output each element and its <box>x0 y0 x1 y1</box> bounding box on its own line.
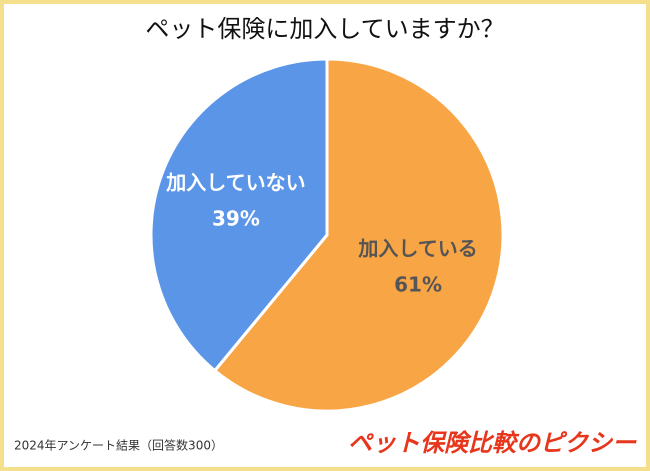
footnote: 2024年アンケート結果（回答数300） <box>14 438 223 453</box>
slice-category-label: 加入している <box>357 236 477 260</box>
pie <box>149 57 505 413</box>
slice-value-label: 61% <box>394 272 442 296</box>
pie-slice <box>212 57 505 413</box>
slice-category-label: 加入していない <box>165 171 305 195</box>
pie-slice <box>149 57 329 373</box>
logo: ペット保険比較のピクシー <box>348 429 637 457</box>
slice-value-label: 39% <box>212 207 260 231</box>
chart-title: ペット保険に加入していますか？ <box>145 15 504 43</box>
